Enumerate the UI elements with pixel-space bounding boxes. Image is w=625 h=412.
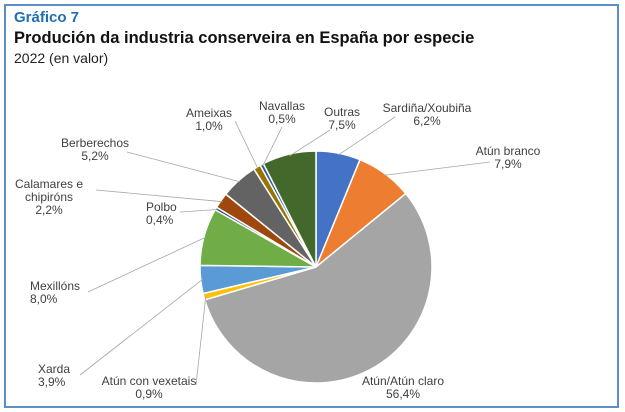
leader-line — [126, 151, 241, 183]
slice-label: Calamares e chipiróns 2,2% — [15, 177, 83, 217]
slice-label: Mexillóns 8,0% — [30, 279, 80, 306]
leader-line — [179, 209, 218, 213]
leader-line — [87, 236, 207, 293]
slice-labels: Sardiña/Xoubiña 6,2%Atún branco 7,9% Atún/A… — [15, 99, 541, 401]
chart-kicker: Gráfico 7 — [14, 9, 80, 26]
leader-line — [337, 116, 396, 156]
leader-line — [195, 296, 207, 386]
leader-line — [262, 126, 283, 167]
slice-label: Ameixas 1,0% — [186, 106, 232, 133]
leader-line — [383, 161, 491, 176]
leader-line — [289, 129, 331, 157]
chart-header: Gráfico 7 Produción da industria conserv… — [14, 9, 474, 67]
pie-slices — [199, 150, 433, 384]
slice-label: Xarda 3,9% — [38, 362, 70, 389]
leader-line — [79, 278, 203, 376]
slice-label: Sardiña/Xoubiña 6,2% — [383, 101, 472, 128]
leader-line — [95, 189, 223, 203]
slice-label: Outras 7,5% — [324, 105, 360, 132]
leader-lines — [79, 116, 491, 386]
slice-label: Berberechos 5,2% — [61, 136, 129, 163]
pie-slice — [262, 150, 317, 268]
slice-label: Atún/Atún claro 56,4% — [362, 374, 444, 401]
pie-slice — [203, 192, 433, 384]
chart-title: Produción da industria conserveira en Es… — [14, 29, 475, 47]
slice-label: Atún branco 7,9% — [476, 144, 541, 171]
slice-label: Atún con vexetais 0,9% — [102, 374, 197, 401]
leader-line — [234, 120, 259, 169]
slice-label: Polbo 0,4% — [146, 200, 177, 227]
slice-label: Navallas 0,5% — [259, 99, 305, 126]
chart-subtitle: 2022 (en valor) — [14, 50, 109, 66]
